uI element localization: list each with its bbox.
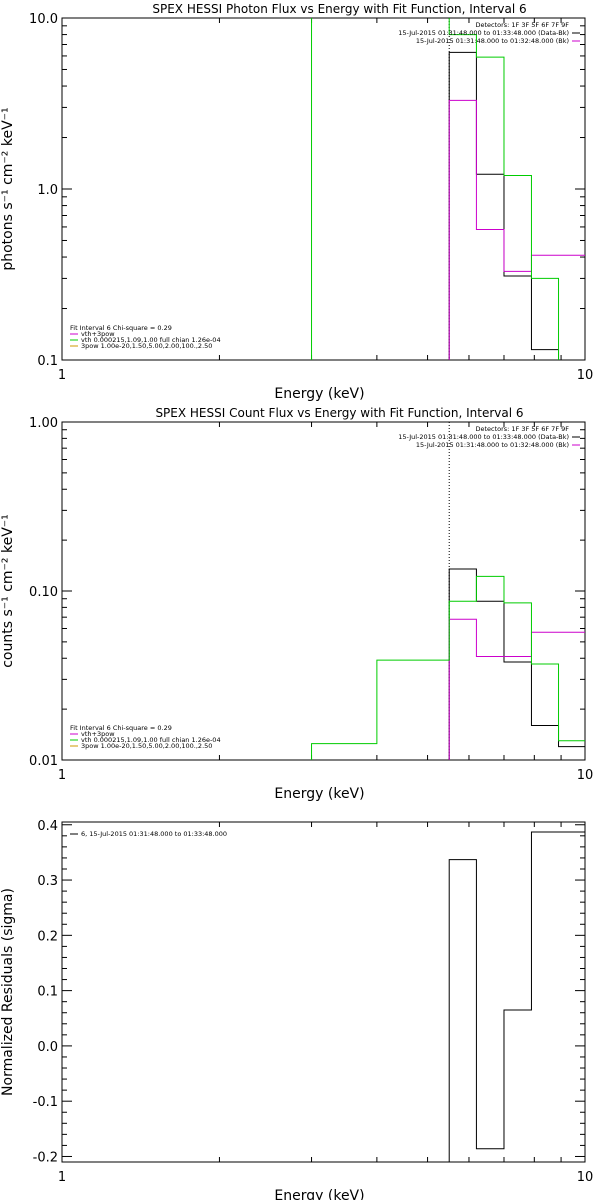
- panel1-series-group: [311, 18, 585, 360]
- panel1-legend: Fit Interval 6 Chi-square = 0.29vth+3pow…: [70, 324, 221, 350]
- panel2-series-bk: [448, 618, 585, 760]
- panel1-info-line: Detectors: 1F 3F 5F 6F 7F 9F: [475, 21, 569, 29]
- panel2-y-tick-label: 0.01: [29, 754, 58, 769]
- panel1-x-tick-label: 10: [577, 368, 594, 383]
- panel3-legend-entry: 6, 15-Jul-2015 01:31:48.000 to 01:33:48.…: [81, 830, 227, 838]
- panel2-y-ticks: [62, 429, 585, 761]
- panel1-series-data-bk: [448, 51, 560, 360]
- panel1-info-line: 15-Jul-2015 01:31:48.000 to 01:33:48.000…: [398, 29, 569, 37]
- panel1-x-tick-label: 1: [58, 368, 66, 383]
- panel1-series-vth: [311, 18, 560, 360]
- panel2-legend-entry: vth+3pow: [81, 730, 115, 738]
- panel2-series-data-bk: [448, 568, 585, 760]
- panel1-series-bk: [448, 99, 585, 360]
- panel3-y-axis-label: Normalized Residuals (sigma): [0, 888, 16, 1096]
- panel3: 1 10 -0.2 -0.1 0.0 0.1 0.2 0.3 0.4 Energy (keV) No…: [0, 819, 593, 1200]
- panel2-info-line: Detectors: 1F 3F 5F 6F 7F 9F: [475, 425, 569, 433]
- panel1-legend-entry: Fit Interval 6 Chi-square = 0.29: [70, 324, 172, 332]
- panel3-plot-frame: [61, 821, 586, 1163]
- panel2-legend-entry: 3pow 1.00e-20,1.50,5.00,2.00,100.,2.50: [81, 742, 212, 750]
- panel1-plot-frame: [61, 17, 586, 361]
- panel3-x-ticks: [61, 822, 586, 1162]
- panel1-legend-entry: 3pow 1.00e-20,1.50,5.00,2.00,100.,2.50: [81, 342, 212, 350]
- panel3-y-tick-label: -0.2: [33, 1150, 58, 1165]
- panel3-x-axis-label: Energy (keV): [274, 1188, 364, 1200]
- panel2-series-group: [311, 568, 585, 760]
- panel3-y-tick-label: 0.0: [37, 1040, 58, 1055]
- panel1-y-axis-label: photons s⁻¹ cm⁻² keV⁻¹: [0, 107, 16, 270]
- panel3-y-tick-label: 0.3: [37, 874, 58, 889]
- panel2-y-tick-label: 0.10: [29, 585, 58, 600]
- panel2-x-ticks: [61, 422, 586, 760]
- panel3-y-ticks: [62, 824, 585, 1157]
- panel1-x-ticks: [61, 18, 586, 360]
- panel1-title: SPEX HESSI Photon Flux vs Energy with Fi…: [152, 2, 526, 16]
- panel1-y-tick-label: 1.0: [37, 183, 58, 198]
- panel2-y-tick-label: 1.00: [29, 416, 58, 431]
- panel1: 1 10 0.1 1.0 10.0 SPEX HESSI Photon Flux vs E…: [0, 2, 594, 402]
- panel2-info-block: Detectors: 1F 3F 5F 6F 7F 9F15-Jul-2015 …: [398, 425, 580, 449]
- panel2: 1 10 0.01 0.10 1.00 SPEX HESSI Count Flux vs …: [0, 406, 593, 802]
- panel2-plot-frame: [61, 421, 586, 761]
- panel2-x-tick-label: 1: [58, 768, 66, 783]
- panel1-legend-entry: vth+3pow: [81, 330, 115, 338]
- panel2-legend: Fit Interval 6 Chi-square = 0.29vth+3pow…: [70, 724, 221, 750]
- panel1-y-tick-label: 0.1: [37, 354, 58, 369]
- panel2-legend-entry: vth 0.000215,1.09,1.00 full chian 1.26e-…: [81, 736, 221, 744]
- panel3-legend: 6, 15-Jul-2015 01:31:48.000 to 01:33:48.…: [70, 830, 227, 838]
- panel2-x-tick-label: 10: [577, 768, 594, 783]
- panel3-series-group: [448, 831, 585, 1162]
- panel2-legend-entry: Fit Interval 6 Chi-square = 0.29: [70, 724, 172, 732]
- panel1-info-block: Detectors: 1F 3F 5F 6F 7F 9F15-Jul-2015 …: [398, 21, 580, 45]
- panel1-y-ticks: [62, 25, 585, 361]
- panel3-series-residuals: [448, 831, 585, 1162]
- panel2-info-line: 15-Jul-2015 01:31:48.000 to 01:33:48.000…: [398, 433, 569, 441]
- panel1-info-line: 15-Jul-2015 01:31:48.000 to 01:32:48.000…: [416, 37, 569, 45]
- panel3-y-tick-label: -0.1: [33, 1095, 58, 1110]
- panel3-x-tick-label: 1: [58, 1170, 66, 1185]
- panel3-x-tick-label: 10: [577, 1170, 594, 1185]
- panel3-y-tick-label: 0.2: [37, 929, 58, 944]
- panel2-info-line: 15-Jul-2015 01:31:48.000 to 01:32:48.000…: [416, 441, 569, 449]
- panel2-y-axis-label: counts s⁻¹ cm⁻² keV⁻¹: [0, 514, 16, 668]
- panel1-legend-entry: vth 0.000215,1.09,1.00 full chian 1.26e-…: [81, 336, 221, 344]
- panel1-y-tick-label: 10.0: [29, 12, 58, 27]
- panel3-y-tick-label: 0.1: [37, 985, 58, 1000]
- panel2-series-vth: [311, 575, 585, 760]
- panel3-y-tick-label: 0.4: [37, 819, 58, 834]
- panel1-x-axis-label: Energy (keV): [274, 386, 364, 402]
- panel2-title: SPEX HESSI Count Flux vs Energy with Fit…: [155, 406, 523, 420]
- panel2-x-axis-label: Energy (keV): [274, 786, 364, 802]
